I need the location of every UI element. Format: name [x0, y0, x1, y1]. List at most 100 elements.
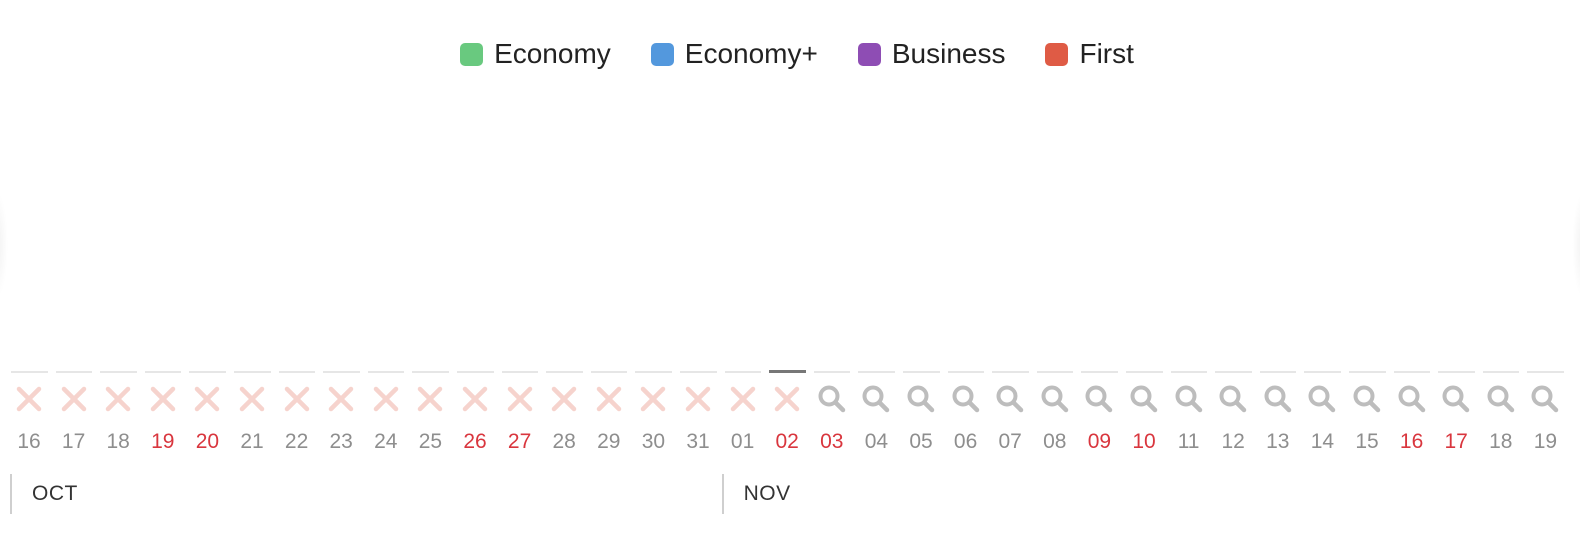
availability-bar: [680, 371, 717, 373]
calendar-day[interactable]: 17: [1433, 360, 1478, 460]
legend-item-economy-plus[interactable]: Economy+: [650, 38, 818, 70]
legend-item-business[interactable]: Business: [857, 38, 1005, 70]
availability-bar: [1393, 371, 1431, 373]
availability-bar: [100, 371, 137, 373]
calendar-day[interactable]: 23: [318, 360, 363, 460]
x-icon: [14, 384, 44, 414]
calendar-day[interactable]: 24: [363, 360, 408, 460]
search-icon[interactable]: [1218, 384, 1248, 414]
calendar-day[interactable]: 25: [407, 360, 452, 460]
x-icon: [728, 384, 758, 414]
day-number: 17: [61, 430, 86, 453]
day-number: 10: [1132, 430, 1156, 453]
calendar-day[interactable]: 09: [1076, 360, 1121, 460]
day-number: 28: [552, 430, 576, 453]
x-icon: [415, 384, 445, 414]
scroll-right-edge[interactable]: [1572, 190, 1580, 300]
calendar-day[interactable]: 05: [898, 360, 943, 460]
calendar-day[interactable]: 08: [1032, 360, 1077, 460]
legend-item-economy[interactable]: Economy: [460, 38, 611, 70]
search-icon[interactable]: [1397, 384, 1427, 414]
calendar-day[interactable]: 14: [1299, 360, 1344, 460]
day-number: 01: [730, 430, 755, 453]
day-number: 17: [1444, 430, 1468, 453]
search-icon[interactable]: [1352, 384, 1382, 414]
calendar-day[interactable]: 10: [1121, 360, 1166, 460]
calendar-day[interactable]: 19: [140, 360, 185, 460]
calendar-day[interactable]: 28: [541, 360, 586, 460]
availability-bar: [1081, 371, 1118, 373]
x-icon: [505, 384, 535, 414]
search-icon[interactable]: [995, 384, 1025, 414]
day-number: 26: [463, 430, 487, 453]
calendar-day[interactable]: 26: [452, 360, 497, 460]
day-number: 29: [597, 430, 621, 453]
availability-bar: [412, 371, 449, 373]
x-icon: [59, 384, 89, 414]
search-icon[interactable]: [1129, 384, 1159, 414]
day-number: 25: [418, 430, 443, 453]
calendar-day[interactable]: 22: [274, 360, 319, 460]
availability-bar: [635, 371, 672, 373]
search-icon[interactable]: [1174, 384, 1204, 414]
calendar-day[interactable]: 20: [184, 360, 229, 460]
availability-bar: [55, 371, 93, 373]
calendar-day[interactable]: 31: [675, 360, 720, 460]
day-number: 07: [998, 430, 1022, 453]
scroll-left-edge[interactable]: [0, 190, 8, 300]
search-icon[interactable]: [1441, 384, 1471, 414]
day-number: 14: [1310, 430, 1335, 453]
calendar-day[interactable]: 30: [630, 360, 675, 460]
search-icon[interactable]: [861, 384, 891, 414]
day-number: 19: [1533, 430, 1558, 453]
calendar-day[interactable]: 19: [1522, 360, 1567, 460]
day-number: 20: [195, 430, 220, 453]
day-number: 15: [1355, 430, 1379, 453]
calendar-day[interactable]: 27: [497, 360, 542, 460]
calendar-day[interactable]: 29: [586, 360, 631, 460]
calendar-day[interactable]: 11: [1166, 360, 1211, 460]
calendar-day[interactable]: 16: [1389, 360, 1434, 460]
calendar-day[interactable]: 03: [809, 360, 854, 460]
x-icon: [638, 384, 668, 414]
availability-bar: [724, 371, 762, 373]
calendar-day[interactable]: 16: [6, 360, 51, 460]
calendar-day[interactable]: 18: [1478, 360, 1523, 460]
day-number: 16: [17, 430, 41, 453]
search-icon[interactable]: [906, 384, 936, 414]
month-label: NOV: [721, 474, 790, 514]
search-icon[interactable]: [1486, 384, 1516, 414]
availability-bar: [769, 370, 806, 373]
calendar-day[interactable]: 04: [853, 360, 898, 460]
calendar-day[interactable]: 07: [987, 360, 1032, 460]
month-label: OCT: [10, 474, 77, 514]
day-number: 19: [151, 430, 175, 453]
search-icon[interactable]: [1084, 384, 1114, 414]
calendar-days-strip: 16 17 18 19 20 21 22 23 24 25 26 27 28 29 30 31 01 02 03 04…: [6, 360, 1566, 460]
search-icon[interactable]: [1307, 384, 1337, 414]
month-name: NOV: [743, 482, 791, 505]
calendar-day[interactable]: 06: [943, 360, 988, 460]
calendar-day[interactable]: 12: [1210, 360, 1255, 460]
calendar-day[interactable]: 13: [1255, 360, 1300, 460]
search-icon[interactable]: [1530, 384, 1560, 414]
month-name: OCT: [32, 482, 78, 505]
legend-item-first[interactable]: First: [1045, 38, 1134, 70]
calendar-day[interactable]: 18: [95, 360, 140, 460]
search-icon[interactable]: [1263, 384, 1293, 414]
calendar-day[interactable]: 15: [1344, 360, 1389, 460]
calendar-day[interactable]: 21: [229, 360, 274, 460]
search-icon[interactable]: [951, 384, 981, 414]
search-icon[interactable]: [817, 384, 847, 414]
calendar-day[interactable]: 02: [764, 360, 809, 460]
search-icon[interactable]: [1040, 384, 1070, 414]
availability-bar: [1304, 371, 1341, 373]
availability-bar: [992, 371, 1029, 373]
availability-bar: [1036, 371, 1074, 373]
day-number: 05: [909, 430, 933, 453]
calendar-day[interactable]: 17: [51, 360, 96, 460]
calendar-day[interactable]: 01: [720, 360, 765, 460]
legend: Economy Economy+ Business First: [0, 38, 1580, 70]
availability-bar: [1438, 371, 1475, 373]
day-number: 27: [507, 430, 532, 453]
